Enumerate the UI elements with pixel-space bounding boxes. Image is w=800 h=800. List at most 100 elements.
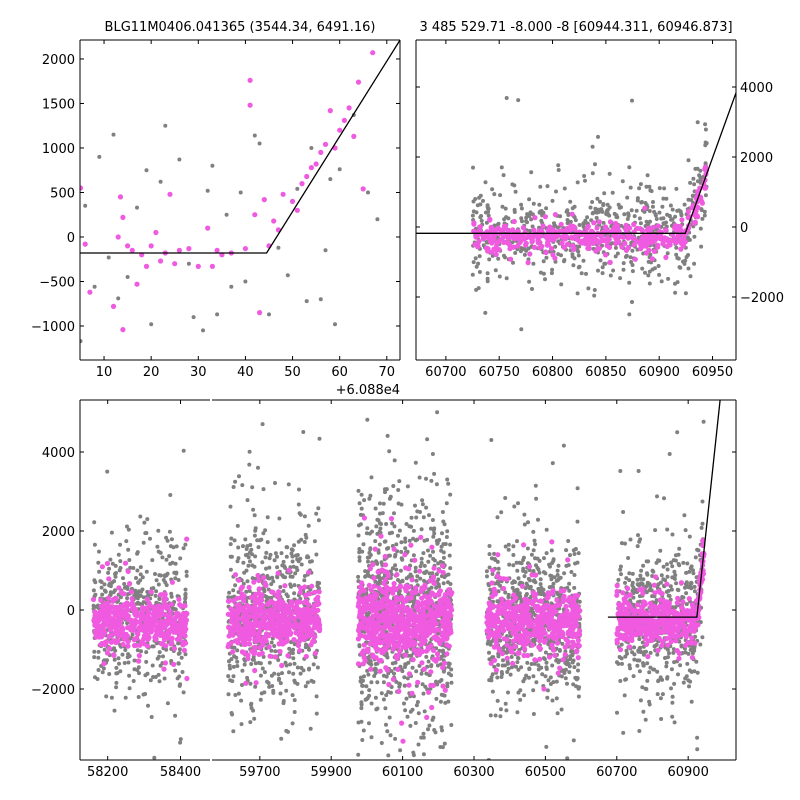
pink-data-point	[148, 628, 154, 634]
pink-data-point	[259, 592, 265, 598]
gray-data-point	[290, 574, 295, 579]
pink-data-point	[106, 576, 112, 582]
pink-data-point	[171, 646, 177, 652]
gray-data-point	[496, 654, 501, 659]
gray-data-point	[275, 575, 280, 580]
pink-data-point	[246, 584, 252, 591]
gray-data-point	[503, 255, 507, 260]
gray-data-point	[132, 658, 137, 663]
pink-data-point	[308, 165, 314, 171]
gray-data-point	[629, 208, 634, 213]
gray-data-point	[169, 594, 174, 599]
gray-data-point	[183, 600, 187, 605]
pink-data-point	[147, 622, 154, 628]
gray-data-point	[271, 690, 276, 695]
gray-data-point	[657, 272, 662, 277]
pink-data-point	[136, 658, 142, 664]
gray-data-point	[122, 661, 127, 665]
gray-data-point	[135, 568, 140, 573]
gray-data-point	[311, 662, 316, 667]
gray-data-point	[118, 595, 123, 600]
gray-data-point	[522, 252, 527, 257]
gray-data-point	[150, 558, 155, 563]
pink-data-point	[539, 243, 545, 249]
gray-data-point	[387, 715, 392, 720]
gray-data-point	[630, 263, 635, 267]
pink-data-point	[186, 246, 192, 252]
pink-data-point	[383, 584, 389, 590]
pink-data-point	[623, 222, 629, 228]
gray-data-point	[659, 279, 664, 284]
gray-data-point	[155, 544, 160, 549]
gray-data-point	[520, 219, 524, 224]
pink-data-point	[367, 565, 373, 572]
gray-data-point	[545, 184, 550, 189]
gray-data-point	[385, 546, 389, 551]
gray-data-point	[164, 557, 169, 562]
gray-data-point	[138, 572, 143, 577]
pink-data-point	[691, 220, 697, 226]
gray-data-point	[307, 647, 311, 652]
pink-data-point	[263, 631, 270, 637]
gray-data-point	[553, 244, 558, 249]
gray-data-point	[390, 661, 395, 666]
gray-data-point	[396, 501, 401, 506]
gray-data-point	[272, 644, 277, 648]
gray-data-point	[154, 589, 159, 594]
gray-data-point	[232, 654, 237, 659]
gray-data-point	[398, 682, 402, 687]
pink-data-point	[246, 641, 253, 647]
pink-data-point	[312, 589, 318, 595]
pink-data-point	[381, 624, 387, 630]
gray-data-point	[295, 186, 300, 191]
pink-data-point	[291, 637, 297, 643]
gray-data-point	[392, 671, 396, 676]
pink-data-point	[591, 220, 597, 226]
gray-data-point	[369, 680, 374, 685]
gray-data-point	[670, 217, 675, 222]
gray-data-point	[392, 511, 396, 516]
gray-data-point	[154, 578, 159, 583]
gray-data-point	[693, 166, 698, 171]
pink-data-point	[101, 631, 107, 637]
pink-data-point	[440, 569, 446, 576]
pink-data-point	[153, 637, 159, 643]
gray-data-point	[160, 555, 165, 560]
pink-data-point	[104, 560, 110, 567]
pink-data-point	[374, 592, 380, 598]
gray-data-point	[640, 266, 645, 271]
pink-data-point	[239, 591, 245, 597]
gray-data-point	[179, 655, 184, 660]
gray-data-point	[630, 269, 635, 274]
gray-data-point	[511, 260, 515, 265]
pink-data-point	[306, 569, 312, 575]
pink-data-point	[397, 584, 403, 590]
x-tick-label: 40	[237, 365, 254, 380]
gray-data-point	[402, 701, 406, 706]
pink-data-point	[434, 604, 440, 610]
gray-data-point	[447, 661, 452, 666]
pink-data-point	[644, 227, 650, 233]
gray-data-point	[357, 501, 362, 506]
gray-data-point	[583, 178, 587, 183]
pink-data-point	[306, 624, 312, 630]
pink-data-point	[294, 599, 300, 605]
pink-data-point	[300, 624, 307, 631]
gray-data-point	[117, 661, 121, 666]
pink-data-point	[376, 605, 382, 612]
gray-data-point	[356, 752, 361, 757]
gray-data-point	[503, 206, 508, 211]
pink-data-point	[251, 579, 257, 585]
gray-data-point	[375, 680, 380, 685]
pink-data-point	[243, 680, 249, 686]
gray-data-point	[551, 581, 556, 586]
gray-data-point	[142, 520, 147, 525]
gray-data-point	[272, 671, 277, 676]
gray-data-point	[627, 280, 632, 285]
gray-data-point	[169, 537, 174, 542]
pink-data-point	[157, 603, 163, 609]
gray-data-point	[643, 270, 647, 275]
gray-data-point	[415, 700, 420, 704]
pink-data-point	[364, 597, 370, 603]
pink-data-point	[260, 642, 266, 648]
